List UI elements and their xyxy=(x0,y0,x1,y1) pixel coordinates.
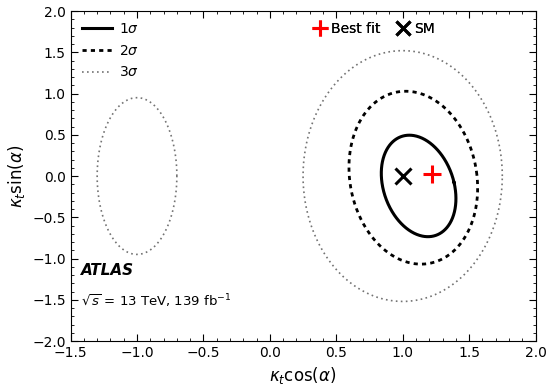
Text: ATLAS: ATLAS xyxy=(81,263,134,278)
Legend: Best fit, SM: Best fit, SM xyxy=(310,18,439,40)
Y-axis label: $\kappa_t\sin(\alpha)$: $\kappa_t\sin(\alpha)$ xyxy=(6,144,26,208)
X-axis label: $\kappa_t\cos(\alpha)$: $\kappa_t\cos(\alpha)$ xyxy=(269,365,337,387)
Text: $\sqrt{s}$ = 13 TeV, 139 fb$^{-1}$: $\sqrt{s}$ = 13 TeV, 139 fb$^{-1}$ xyxy=(81,293,232,310)
